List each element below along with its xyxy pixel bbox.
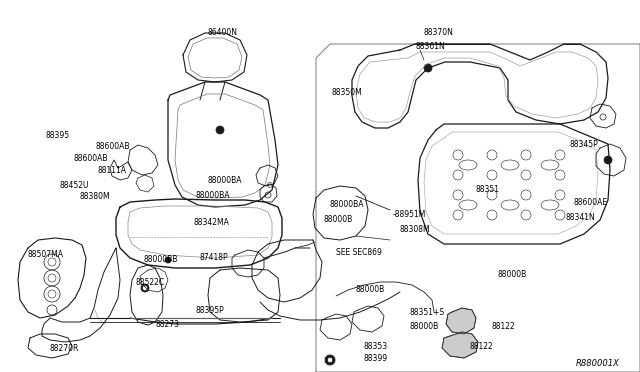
Circle shape: [165, 257, 171, 263]
Circle shape: [143, 286, 147, 290]
Text: 88350M: 88350M: [332, 88, 363, 97]
Text: 88000BA: 88000BA: [208, 176, 243, 185]
Text: 88000BA: 88000BA: [330, 200, 365, 209]
Circle shape: [325, 355, 335, 365]
Circle shape: [424, 64, 432, 72]
Text: 88308M: 88308M: [400, 225, 431, 234]
Text: 88395: 88395: [46, 131, 70, 140]
Text: 88600AE: 88600AE: [574, 198, 608, 207]
Text: 88600AB: 88600AB: [96, 142, 131, 151]
Text: 88270R: 88270R: [50, 344, 79, 353]
Text: 88000B: 88000B: [498, 270, 527, 279]
Text: -88951M: -88951M: [393, 210, 426, 219]
Polygon shape: [446, 308, 476, 334]
Text: SEE SEC869: SEE SEC869: [336, 248, 382, 257]
Text: 88341N: 88341N: [566, 213, 596, 222]
Text: 88380M: 88380M: [80, 192, 111, 201]
Circle shape: [604, 156, 612, 164]
Text: 88000B: 88000B: [356, 285, 385, 294]
Text: 88342MA: 88342MA: [193, 218, 229, 227]
Text: 88000BB: 88000BB: [143, 255, 177, 264]
Text: 86400N: 86400N: [208, 28, 238, 37]
Text: 88111A: 88111A: [97, 166, 126, 175]
Text: 88351: 88351: [476, 185, 500, 194]
Text: 87418P: 87418P: [200, 253, 228, 262]
Circle shape: [141, 284, 149, 292]
Text: 88273: 88273: [155, 320, 179, 329]
Text: 88370N: 88370N: [424, 28, 454, 37]
Polygon shape: [442, 332, 478, 358]
Circle shape: [328, 358, 332, 362]
Text: 88507MA: 88507MA: [28, 250, 64, 259]
Text: 88600AB: 88600AB: [74, 154, 109, 163]
Text: 88000B: 88000B: [410, 322, 439, 331]
Text: 88353: 88353: [364, 342, 388, 351]
Text: 88452U: 88452U: [60, 181, 90, 190]
Text: 88000B: 88000B: [324, 215, 353, 224]
Text: 88399: 88399: [364, 354, 388, 363]
Text: 88122: 88122: [492, 322, 516, 331]
Text: 88522C: 88522C: [135, 278, 164, 287]
Text: 88345P: 88345P: [570, 140, 599, 149]
Text: 88361N: 88361N: [416, 42, 445, 51]
Text: 88395P: 88395P: [196, 306, 225, 315]
Text: 88000BA: 88000BA: [196, 191, 230, 200]
Text: R880001X: R880001X: [576, 359, 620, 368]
Text: 88351+S: 88351+S: [410, 308, 445, 317]
Circle shape: [216, 126, 224, 134]
Text: 88122: 88122: [470, 342, 493, 351]
